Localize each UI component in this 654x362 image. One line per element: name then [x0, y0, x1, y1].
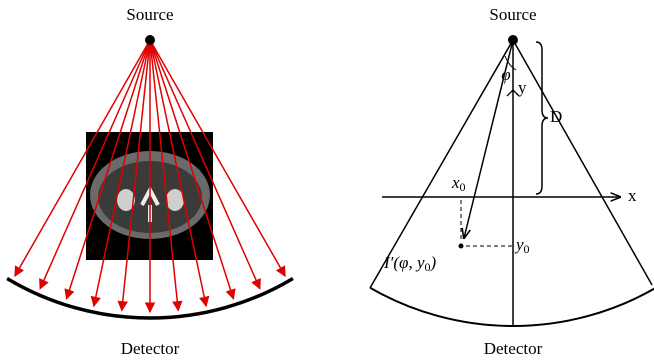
distance-brace [536, 42, 548, 194]
source-point [508, 35, 518, 45]
point [459, 244, 464, 249]
x0-label: x0 [451, 173, 466, 194]
source-label: Source [126, 5, 173, 24]
y-axis-label: y [518, 78, 527, 97]
left-panel: Source Detector [7, 5, 293, 358]
point-label: I′(φ, y0) [383, 253, 437, 274]
detector-label: Detector [121, 339, 180, 358]
fan-edge [513, 40, 652, 285]
fan-edge [370, 40, 513, 288]
source-point [145, 35, 155, 45]
right-panel: Source x D φ y x0 y0 I′(φ, y0) Detector [370, 5, 654, 358]
ray [464, 40, 513, 238]
detector-label: Detector [484, 339, 543, 358]
diagram: Source Detector Source x D φ y x0 y0 I′(… [0, 0, 654, 362]
distance-label: D [550, 107, 562, 126]
rays [15, 40, 285, 312]
detector-arc [370, 288, 654, 326]
x-axis-label: x [628, 186, 637, 205]
ct-kidney [166, 189, 184, 211]
source-label: Source [489, 5, 536, 24]
y0-label: y0 [514, 235, 530, 256]
